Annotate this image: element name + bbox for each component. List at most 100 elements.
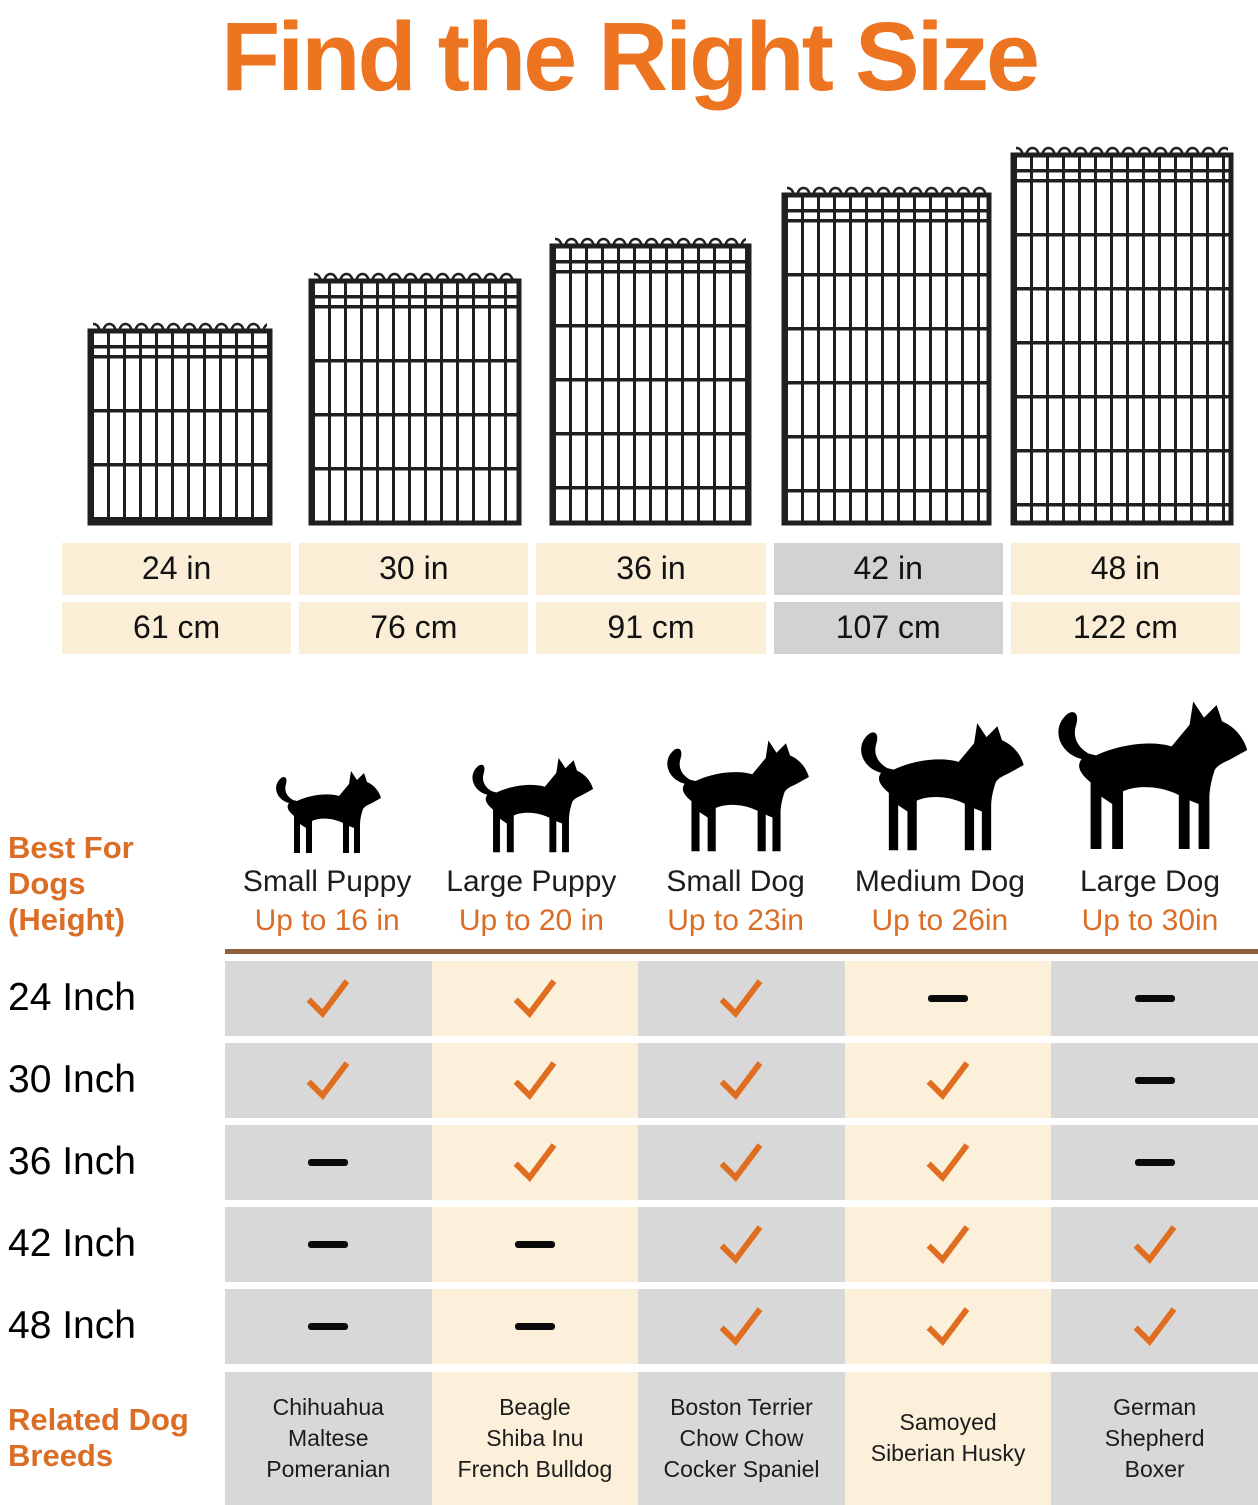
dog-size-name: Large Puppy — [446, 864, 617, 898]
related-breeds-label: Related Dog Breeds — [8, 1402, 189, 1474]
check-icon — [720, 1142, 763, 1182]
match-cell — [225, 960, 432, 1036]
match-cell — [225, 1124, 432, 1200]
check-icon — [926, 1142, 970, 1182]
size-cell-cm: 61 cm — [62, 601, 292, 654]
match-cell — [1051, 1206, 1258, 1282]
match-cell — [1051, 960, 1258, 1036]
dog-icon-large-puppy — [462, 743, 600, 858]
match-cell — [1051, 1124, 1258, 1200]
breed-cell: Samoyed Siberian Husky — [844, 1371, 1052, 1505]
check-icon — [926, 1306, 970, 1346]
dog-size-name: Small Puppy — [242, 864, 412, 898]
wire-panel-42in-icon — [781, 179, 992, 526]
size-cell-cm: 122 cm — [1010, 601, 1240, 654]
size-cell-cm: 107 cm — [773, 601, 1003, 654]
dash-icon — [308, 1322, 349, 1330]
size-cell-cm: 91 cm — [536, 601, 766, 654]
dog-icon-small-dog — [655, 723, 817, 858]
breed-cell: Beagle Shiba Inu French Bulldog — [431, 1371, 639, 1505]
dash-icon — [1134, 1076, 1175, 1084]
check-icon — [720, 1306, 763, 1346]
check-icon — [1133, 1306, 1177, 1346]
size-match-matrix: 24 Inch 30 Inch 36 Inch 42 Inch — [0, 960, 1258, 1364]
match-cell — [431, 1124, 639, 1200]
size-match-row: 24 Inch — [0, 960, 1258, 1036]
size-cell-inches: 36 in — [536, 542, 766, 595]
size-match-row: 48 Inch — [0, 1288, 1258, 1364]
match-cell — [638, 1288, 845, 1364]
dog-height-limit: Up to 26in — [871, 903, 1009, 937]
related-breeds-row: Related Dog Breeds Chihuahua Maltese Pom… — [0, 1371, 1258, 1505]
match-cell — [225, 1288, 432, 1364]
match-cell — [844, 1124, 1052, 1200]
dog-size-name: Large Dog — [1079, 864, 1221, 898]
dash-icon — [1134, 1158, 1175, 1166]
dash-icon — [1134, 994, 1175, 1002]
match-cell — [638, 1042, 845, 1118]
match-cell — [1051, 1288, 1258, 1364]
match-cell — [225, 1042, 432, 1118]
dog-icon-medium-dog — [847, 703, 1033, 858]
size-table-row-cm: 61 cm 76 cm 91 cm 107 cm 122 cm — [62, 601, 1240, 654]
match-cell — [844, 960, 1052, 1036]
dog-size-columns: Small Puppy Up to 16 in Large Puppy Up t… — [225, 678, 1258, 954]
match-cell — [225, 1206, 432, 1282]
wire-panel-36in-icon — [549, 230, 752, 526]
check-icon — [926, 1224, 970, 1264]
crate-size-label: 48 Inch — [8, 1304, 136, 1348]
panel-images-row — [62, 125, 1240, 527]
match-cell — [431, 1288, 639, 1364]
dog-icon-large-dog — [1042, 678, 1258, 858]
dog-icon-small-puppy — [267, 758, 387, 858]
check-icon — [306, 1060, 350, 1100]
dog-crate-size-guide: Find the Right Size — [0, 3, 1258, 1505]
size-match-row: 36 Inch — [0, 1124, 1258, 1200]
size-table: 24 in 30 in 36 in 42 in 48 in 61 cm 76 c… — [62, 542, 1240, 654]
size-table-row-inches: 24 in 30 in 36 in 42 in 48 in — [62, 542, 1240, 595]
crate-size-label: 24 Inch — [8, 976, 136, 1020]
check-icon — [513, 1060, 557, 1100]
dash-icon — [308, 1240, 349, 1248]
size-cell-cm: 76 cm — [299, 601, 529, 654]
match-cell — [638, 960, 845, 1036]
size-match-row: 30 Inch — [0, 1042, 1258, 1118]
check-icon — [720, 1060, 763, 1100]
match-cell — [844, 1288, 1052, 1364]
match-cell — [431, 1042, 639, 1118]
dog-height-limit: Up to 30in — [1081, 903, 1219, 937]
breed-cell: Chihuahua Maltese Pomeranian — [225, 1371, 432, 1505]
crate-size-label: 36 Inch — [8, 1140, 136, 1184]
size-cell-inches: 48 in — [1010, 542, 1240, 595]
check-icon — [926, 1060, 970, 1100]
dash-icon — [514, 1240, 555, 1248]
match-cell — [638, 1124, 845, 1200]
match-cell — [844, 1206, 1052, 1282]
best-for-dogs-label: Best For Dogs (Height) — [8, 829, 134, 937]
check-icon — [720, 978, 763, 1018]
check-icon — [1133, 1224, 1177, 1264]
check-icon — [306, 978, 350, 1018]
dog-size-name: Small Dog — [666, 864, 805, 898]
dog-height-limit: Up to 23in — [667, 903, 804, 937]
dog-height-limit: Up to 20 in — [458, 903, 604, 937]
match-cell — [431, 960, 639, 1036]
crate-size-label: 30 Inch — [8, 1058, 136, 1102]
breed-cell: Boston Terrier Chow Chow Cocker Spaniel — [638, 1371, 845, 1505]
breed-cell: German Shepherd Boxer — [1051, 1371, 1258, 1505]
dog-size-name: Medium Dog — [854, 864, 1025, 898]
size-cell-inches: 42 in — [773, 542, 1003, 595]
check-icon — [513, 978, 557, 1018]
crate-size-label: 42 Inch — [8, 1222, 136, 1266]
check-icon — [513, 1142, 557, 1182]
dash-icon — [308, 1158, 349, 1166]
size-cell-inches: 30 in — [299, 542, 529, 595]
wire-panel-24in-icon — [87, 315, 273, 526]
size-cell-inches: 24 in — [62, 542, 292, 595]
dash-icon — [928, 994, 969, 1002]
match-cell — [638, 1206, 845, 1282]
match-cell — [844, 1042, 1052, 1118]
dash-icon — [514, 1322, 555, 1330]
size-match-row: 42 Inch — [0, 1206, 1258, 1282]
check-icon — [720, 1224, 763, 1264]
